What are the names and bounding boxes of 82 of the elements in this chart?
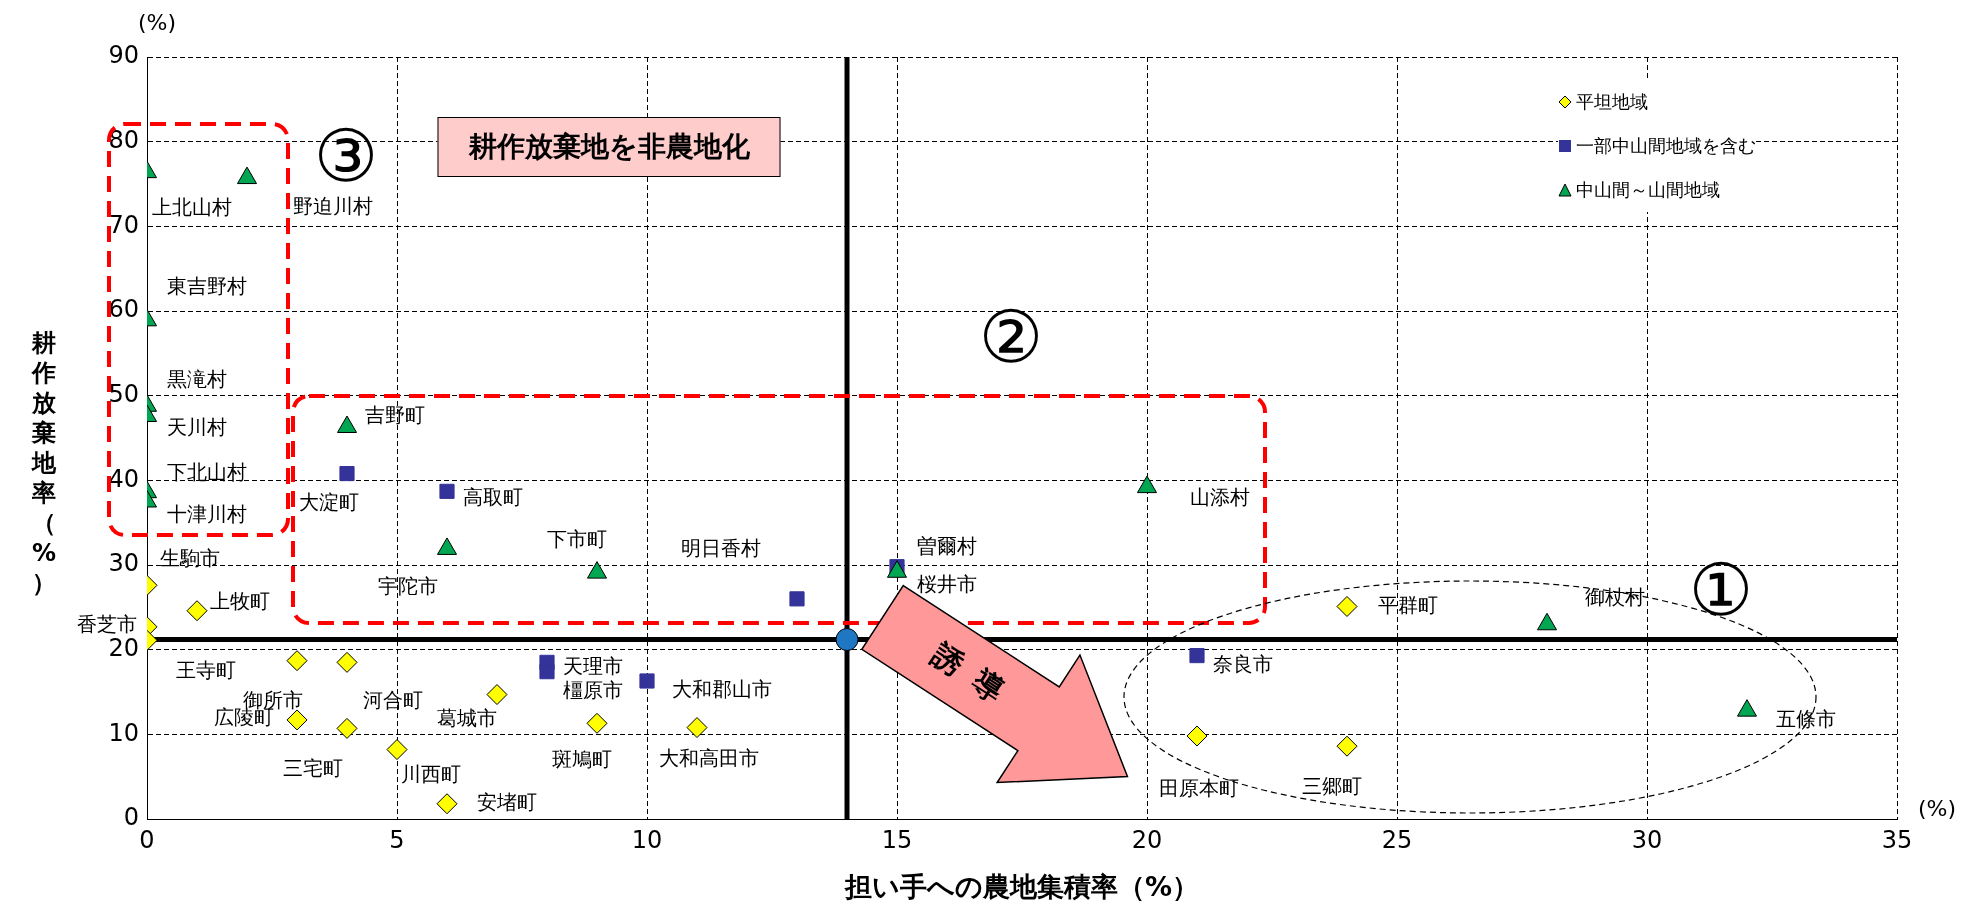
point — [339, 465, 355, 482]
legend-label: 一部中山間地域を含む — [1576, 134, 1756, 158]
annotation: 宇陀市 — [377, 574, 438, 599]
legend-label: 中山間～山間地域 — [1576, 178, 1720, 202]
x-tick-label: 30 — [1631, 825, 1663, 854]
annotation: 田原本町 — [1159, 776, 1240, 801]
annotation: 吉野町 — [364, 403, 425, 428]
annotation: 上牧町 — [209, 589, 270, 614]
x-axis-title: 担い手への農地集積率（%） — [843, 870, 1200, 902]
x-tick-label: 25 — [1381, 825, 1413, 854]
point — [1336, 735, 1358, 757]
point — [439, 483, 455, 499]
annotation: 下北山村 — [167, 459, 248, 484]
point — [336, 717, 358, 739]
annotation: 上北山村 — [152, 194, 233, 219]
y-tick-label: 40 — [108, 464, 139, 493]
annotation: 御杖村 — [1584, 585, 1645, 610]
y-tick-label: 10 — [108, 718, 139, 747]
y-tick-label: 50 — [108, 379, 139, 408]
annotation: 平群町 — [1378, 592, 1439, 617]
annotation: 奈良市 — [1213, 651, 1274, 676]
annotation: 黒滝村 — [167, 366, 228, 391]
annotation: 川西町 — [400, 762, 461, 787]
annotation: ② — [978, 295, 1044, 379]
point — [186, 600, 208, 622]
point — [1186, 725, 1208, 747]
annotation: 斑鳩町 — [551, 747, 612, 772]
annotation: 桜井市 — [917, 571, 978, 596]
point — [835, 628, 859, 652]
annotation: 誘導 — [925, 635, 1027, 721]
annotation: 安堵町 — [477, 789, 538, 814]
annotation: ① — [1688, 548, 1754, 632]
point — [486, 684, 508, 706]
x-tick-label: 35 — [1881, 825, 1913, 854]
y-tick-label: 70 — [108, 210, 139, 239]
point — [686, 717, 708, 739]
annotation: 橿原市 — [563, 677, 624, 702]
annotation: 東吉野村 — [167, 273, 248, 298]
point — [436, 793, 458, 815]
y-tick-label: 30 — [108, 549, 139, 578]
y-tick-label: 60 — [108, 295, 139, 324]
annotation: 五條市 — [1775, 706, 1836, 731]
point — [1189, 648, 1205, 664]
annotation: 曽爾村 — [917, 534, 978, 559]
point — [1336, 595, 1358, 617]
x-tick-label: 20 — [1131, 825, 1163, 854]
text: (%) — [1917, 796, 1957, 821]
annotation: 天川村 — [167, 414, 228, 439]
point — [639, 673, 655, 689]
annotation: 天理市 — [563, 653, 624, 678]
text: (%) — [137, 10, 177, 35]
y-tick-label: 20 — [108, 633, 139, 662]
legend-label: 平坦地域 — [1576, 90, 1648, 114]
annotation: 高取町 — [463, 485, 524, 510]
annotation: 下市町 — [546, 527, 607, 552]
annotation: 大淀町 — [299, 489, 360, 514]
annotation: 野迫川村 — [293, 194, 374, 219]
point — [539, 664, 555, 680]
annotation: 耕作放棄地を非農地化 — [437, 117, 781, 177]
y-tick-label: 90 — [108, 41, 139, 70]
x-tick-label: 15 — [881, 825, 913, 854]
annotation: 三宅町 — [282, 756, 343, 781]
point — [336, 651, 358, 673]
point — [286, 650, 308, 672]
point — [789, 591, 805, 607]
x-tick-label: 5 — [389, 825, 405, 854]
y-tick-label: 80 — [108, 125, 139, 154]
annotation: 山添村 — [1189, 484, 1250, 509]
annotation: 三郷町 — [1301, 773, 1362, 798]
annotation: 大和郡山市 — [672, 677, 773, 702]
y-tick-label: 0 — [123, 803, 139, 832]
annotation: 明日香村 — [681, 536, 762, 561]
annotation: 大和高田市 — [659, 746, 760, 771]
annotation: 葛城市 — [436, 705, 497, 730]
x-tick-label: 10 — [631, 825, 663, 854]
point — [586, 712, 608, 734]
annotation: 香芝市 — [76, 611, 137, 636]
point — [286, 709, 308, 731]
annotation: 王寺町 — [175, 657, 236, 682]
text: 耕作放棄地率（%） — [31, 329, 57, 597]
point — [386, 739, 408, 761]
annotation: 十津川村 — [167, 501, 248, 526]
